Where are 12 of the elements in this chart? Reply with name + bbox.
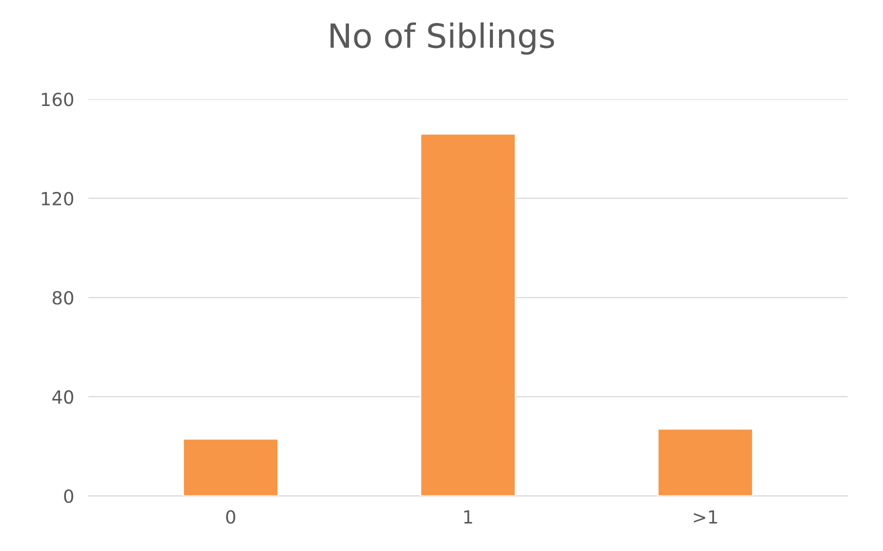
- bar: [657, 428, 754, 496]
- y-tick-label: 160: [42, 92, 74, 106]
- x-tick-label: 0: [226, 510, 236, 524]
- x-tick-label: >1: [694, 510, 717, 524]
- bar: [182, 438, 279, 496]
- y-tick-label: 40: [52, 390, 74, 404]
- y-tick-label: 80: [52, 291, 74, 305]
- x-tick-label: 1: [464, 510, 472, 524]
- chart-title: No of Siblings: [330, 22, 554, 55]
- y-tick-label: 120: [42, 192, 74, 206]
- y-tick-label: 0: [64, 489, 74, 504]
- bar: [420, 133, 516, 496]
